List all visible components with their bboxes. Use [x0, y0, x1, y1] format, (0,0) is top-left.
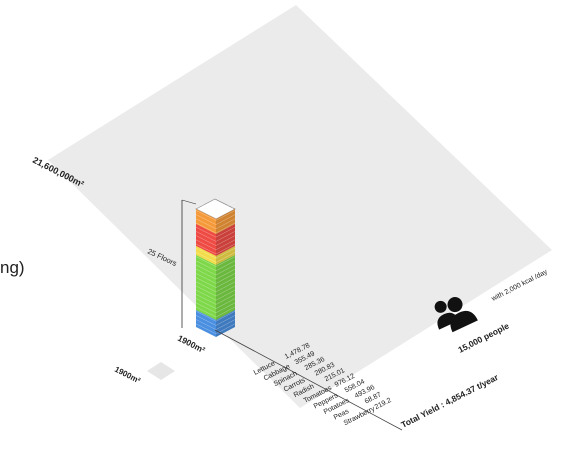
floor-line	[195, 235, 217, 246]
floor-line	[215, 281, 236, 293]
tower-band-right	[216, 209, 235, 234]
floor-line	[195, 218, 217, 230]
floor-line	[195, 277, 217, 288]
small-footprint-label: 1900m²	[113, 365, 142, 386]
floor-line	[195, 252, 217, 263]
floor-line	[215, 260, 236, 272]
floor-line	[195, 231, 217, 242]
floor-line	[215, 256, 236, 267]
floor-line	[195, 268, 217, 280]
floor-line	[195, 298, 217, 309]
tower-band-right	[216, 310, 235, 337]
floor-line	[195, 273, 217, 284]
tower-band-right	[216, 224, 235, 256]
floor-line	[195, 205, 217, 217]
floor-line	[215, 277, 236, 288]
floor-line	[195, 302, 217, 314]
floor-line	[215, 306, 236, 318]
floor-line	[215, 273, 236, 284]
tower-band-left	[196, 255, 216, 320]
site-plane	[48, 5, 552, 408]
floor-line	[215, 231, 236, 242]
tower-band-left	[196, 224, 216, 256]
floor-line	[215, 294, 236, 305]
floor-line	[195, 247, 217, 259]
floor-line	[215, 201, 236, 213]
floor-line	[215, 298, 236, 309]
tower-band-left	[196, 310, 216, 337]
floor-line	[195, 210, 217, 221]
floor-line	[215, 243, 236, 255]
tower-band-right	[216, 246, 235, 265]
floor-line	[215, 264, 236, 276]
floor-line	[195, 264, 217, 276]
floor-line	[215, 239, 236, 251]
floor-line	[195, 319, 217, 330]
tower	[195, 198, 236, 337]
floor-line	[215, 285, 236, 297]
floor-line	[195, 222, 217, 234]
floor-line	[215, 214, 236, 225]
floor-line	[215, 302, 236, 314]
small-footprint	[147, 362, 175, 380]
floor-line	[215, 247, 236, 259]
crop-name: Strawberry	[343, 405, 377, 427]
floor-line	[215, 222, 236, 234]
floor-line	[215, 289, 236, 301]
floor-line	[195, 256, 217, 267]
floor-line	[195, 260, 217, 272]
floor-line	[215, 319, 236, 330]
floor-line	[215, 310, 236, 322]
crop-yield-table: Lettuce1,478.78Cabbage355.49Spinach285.3…	[253, 342, 393, 427]
dimension-tick-top	[181, 199, 197, 205]
floor-line	[215, 235, 236, 246]
floor-line	[215, 205, 236, 217]
floor-line	[195, 323, 217, 335]
floor-line	[215, 226, 236, 238]
floor-line	[195, 294, 217, 305]
floor-line	[195, 239, 217, 251]
floor-line	[215, 268, 236, 280]
floor-line	[215, 218, 236, 230]
total-yield-label: Total Yield : 4,854.37 t/year	[399, 372, 500, 430]
floor-line	[215, 210, 236, 221]
floor-line	[215, 315, 236, 326]
floor-line	[195, 281, 217, 293]
table-guide-line	[214, 329, 403, 431]
floor-line	[195, 201, 217, 213]
tower-footprint-label: 1900m²	[176, 333, 207, 355]
floor-line	[195, 306, 217, 318]
floor-line	[195, 285, 217, 297]
tower-band-right	[216, 255, 235, 320]
people-icon	[434, 297, 478, 333]
floor-line	[195, 226, 217, 238]
tower-band-left	[196, 209, 216, 234]
floor-line	[215, 252, 236, 263]
cropped-text: ng)	[0, 258, 25, 277]
floor-line	[195, 214, 217, 225]
floor-line	[195, 289, 217, 301]
floor-line	[195, 315, 217, 326]
floor-line	[195, 310, 217, 322]
floor-line	[195, 243, 217, 255]
tower-band-left	[196, 246, 216, 265]
